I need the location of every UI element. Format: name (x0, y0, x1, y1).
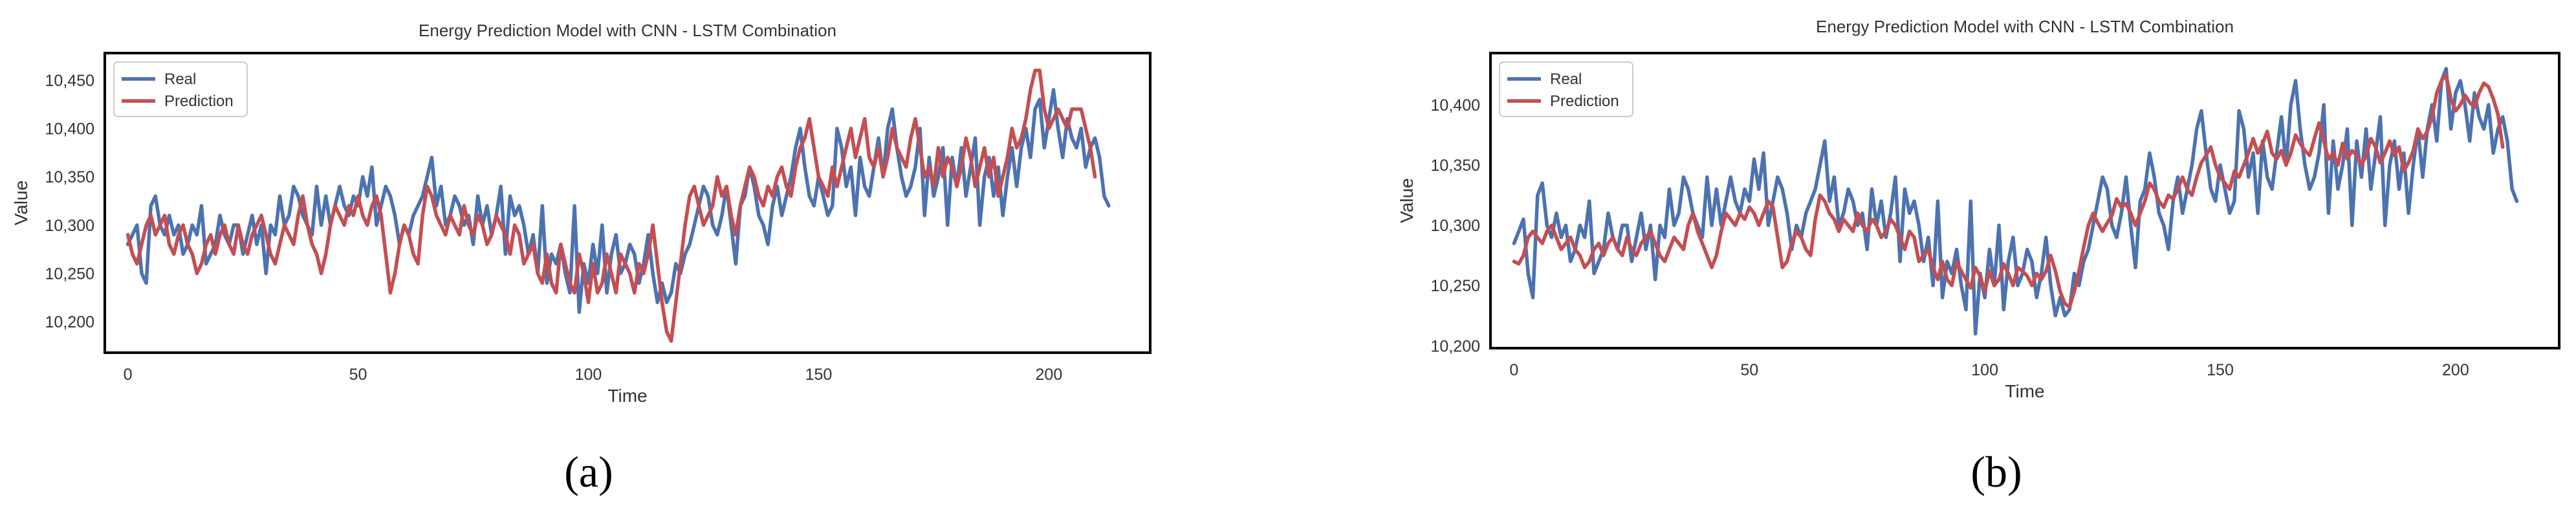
x-tick-label: 100 (1971, 361, 1998, 379)
x-tick-label: 50 (1740, 361, 1758, 379)
y-tick-label: 10,250 (1431, 277, 1480, 295)
y-axis-label: Value (11, 181, 31, 226)
legend-box (113, 61, 248, 117)
legend: Real Prediction (1499, 61, 1633, 117)
y-tick-label: 10,200 (45, 313, 94, 331)
legend-label-prediction: Prediction (1550, 93, 1619, 110)
y-tick-label: 10,400 (1431, 96, 1480, 115)
y-tick-label: 10,300 (45, 217, 94, 235)
panel-caption: (a) (564, 447, 613, 496)
x-tick-label: 0 (124, 366, 133, 384)
x-tick-label: 200 (1036, 366, 1063, 384)
legend-label-real: Real (164, 71, 196, 88)
series-line-prediction (1512, 72, 2505, 309)
chart-panel-a: Energy Prediction Model with CNN - LSTM … (11, 21, 1152, 496)
y-axis-label: Value (1397, 178, 1417, 223)
legend-label-real: Real (1550, 71, 1582, 88)
y-tick-label: 10,350 (1431, 157, 1480, 175)
y-tick-label: 10,400 (45, 120, 94, 138)
chart-panel-b: Energy Prediction Model with CNN - LSTM … (1397, 17, 2560, 496)
chart-title: Energy Prediction Model with CNN - LSTM … (1816, 17, 2234, 36)
x-axis-label: Time (2005, 381, 2044, 401)
x-tick-label: 50 (349, 366, 367, 384)
plot-frame (104, 52, 1152, 354)
plot-frame (1489, 52, 2560, 349)
panel-caption: (b) (1970, 447, 2022, 496)
legend-label-prediction: Prediction (164, 93, 234, 110)
x-tick-label: 150 (805, 366, 833, 384)
legend-box (1499, 61, 1633, 117)
y-tick-label: 10,450 (45, 72, 94, 90)
x-tick-label: 100 (575, 366, 602, 384)
y-tick-label: 10,300 (1431, 217, 1480, 235)
x-axis-label: Time (607, 386, 647, 406)
series-line-real (126, 88, 1111, 315)
y-tick-label: 10,200 (1431, 337, 1480, 355)
legend: Real Prediction (113, 61, 248, 117)
y-tick-label: 10,350 (45, 168, 94, 186)
series-line-real (1512, 67, 2519, 336)
series-line-prediction (126, 69, 1097, 343)
x-tick-label: 150 (2207, 361, 2234, 379)
y-tick-label: 10,250 (45, 265, 94, 283)
chart-title: Energy Prediction Model with CNN - LSTM … (419, 21, 836, 40)
x-tick-label: 0 (1509, 361, 1518, 379)
x-tick-label: 200 (2442, 361, 2469, 379)
